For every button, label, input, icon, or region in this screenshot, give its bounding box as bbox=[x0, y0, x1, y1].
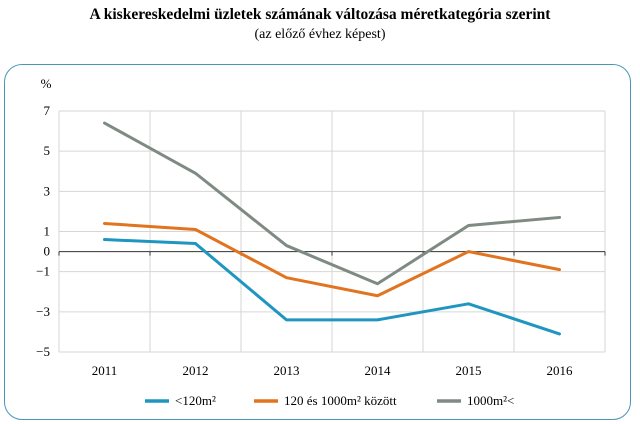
x-tick-label: 2012 bbox=[183, 363, 209, 378]
y-unit-label: % bbox=[41, 76, 52, 91]
x-tick-label: 2015 bbox=[456, 363, 482, 378]
y-tick-label: 1 bbox=[44, 224, 51, 239]
y-tick-label: −3 bbox=[36, 304, 50, 319]
legend-label: 120 és 1000m² között bbox=[284, 393, 397, 408]
x-tick-labels: 2011 2012 2013 2014 2015 2016 bbox=[92, 363, 573, 378]
y-tick-label: −1 bbox=[36, 264, 50, 279]
legend-label: 1000m²< bbox=[467, 393, 514, 408]
series-lines bbox=[103, 121, 561, 336]
series-line bbox=[103, 221, 561, 298]
y-tick-label: 5 bbox=[44, 143, 51, 158]
y-tick-labels: 7 5 3 1 0 −1 −3 −5 bbox=[36, 103, 50, 359]
legend-label: <120m² bbox=[175, 393, 216, 408]
grid-lines bbox=[58, 110, 606, 353]
x-tick-label: 2014 bbox=[365, 363, 392, 378]
chart-subtitle: (az előző évhez képest) bbox=[254, 27, 386, 42]
y-tick-label: −5 bbox=[36, 344, 50, 359]
series-line bbox=[103, 238, 561, 336]
legend: <120m² 120 és 1000m² között 1000m²< bbox=[145, 393, 514, 408]
chart-panel bbox=[4, 64, 631, 420]
x-tick-label: 2016 bbox=[547, 363, 574, 378]
y-tick-label: 0 bbox=[44, 244, 51, 259]
y-tick-label: 7 bbox=[44, 103, 51, 118]
x-tick-label: 2011 bbox=[92, 363, 118, 378]
x-tick-label: 2013 bbox=[274, 363, 300, 378]
series-line bbox=[103, 121, 561, 286]
chart-title: A kiskereskedelmi üzletek számának válto… bbox=[89, 6, 551, 23]
y-tick-label: 3 bbox=[44, 183, 51, 198]
